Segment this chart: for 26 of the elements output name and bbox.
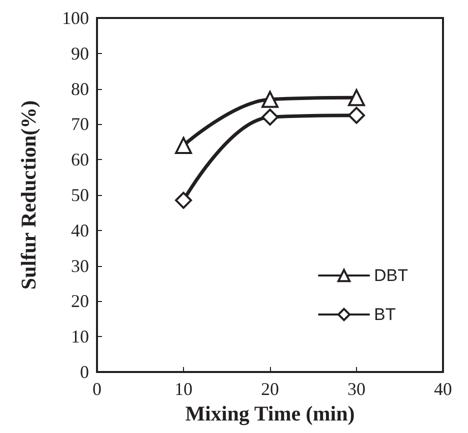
legend-label: DBT bbox=[374, 266, 408, 285]
y-tick-label: 100 bbox=[62, 8, 89, 28]
x-tick-label: 20 bbox=[261, 379, 279, 399]
point bbox=[262, 108, 278, 126]
y-tick-label: 10 bbox=[71, 326, 89, 347]
point bbox=[348, 106, 365, 124]
x-tick-label: 0 bbox=[92, 379, 102, 399]
x-tick-label: 30 bbox=[348, 379, 366, 399]
point bbox=[175, 136, 192, 154]
y-tick-label: 90 bbox=[71, 43, 89, 64]
y-tick-label: 30 bbox=[71, 256, 89, 276]
y-axis-title: Sulfur Reduction(%) bbox=[16, 100, 40, 290]
y-tick-label: 20 bbox=[71, 291, 89, 312]
x-axis-title: Mixing Time (min) bbox=[185, 401, 355, 426]
y-tick-label: 40 bbox=[71, 220, 89, 240]
y-tick-label: 70 bbox=[71, 114, 89, 134]
x-tick-label: 40 bbox=[434, 379, 452, 399]
y-tick-label: 80 bbox=[71, 78, 89, 99]
legend-label: BT bbox=[374, 305, 396, 324]
y-tick-label: 0 bbox=[80, 362, 89, 382]
point bbox=[262, 90, 278, 108]
y-tick-label: 50 bbox=[71, 185, 89, 205]
y-tick-label: 60 bbox=[71, 150, 89, 170]
point bbox=[348, 89, 365, 106]
x-tick-label: 10 bbox=[174, 379, 192, 399]
point bbox=[175, 192, 192, 209]
